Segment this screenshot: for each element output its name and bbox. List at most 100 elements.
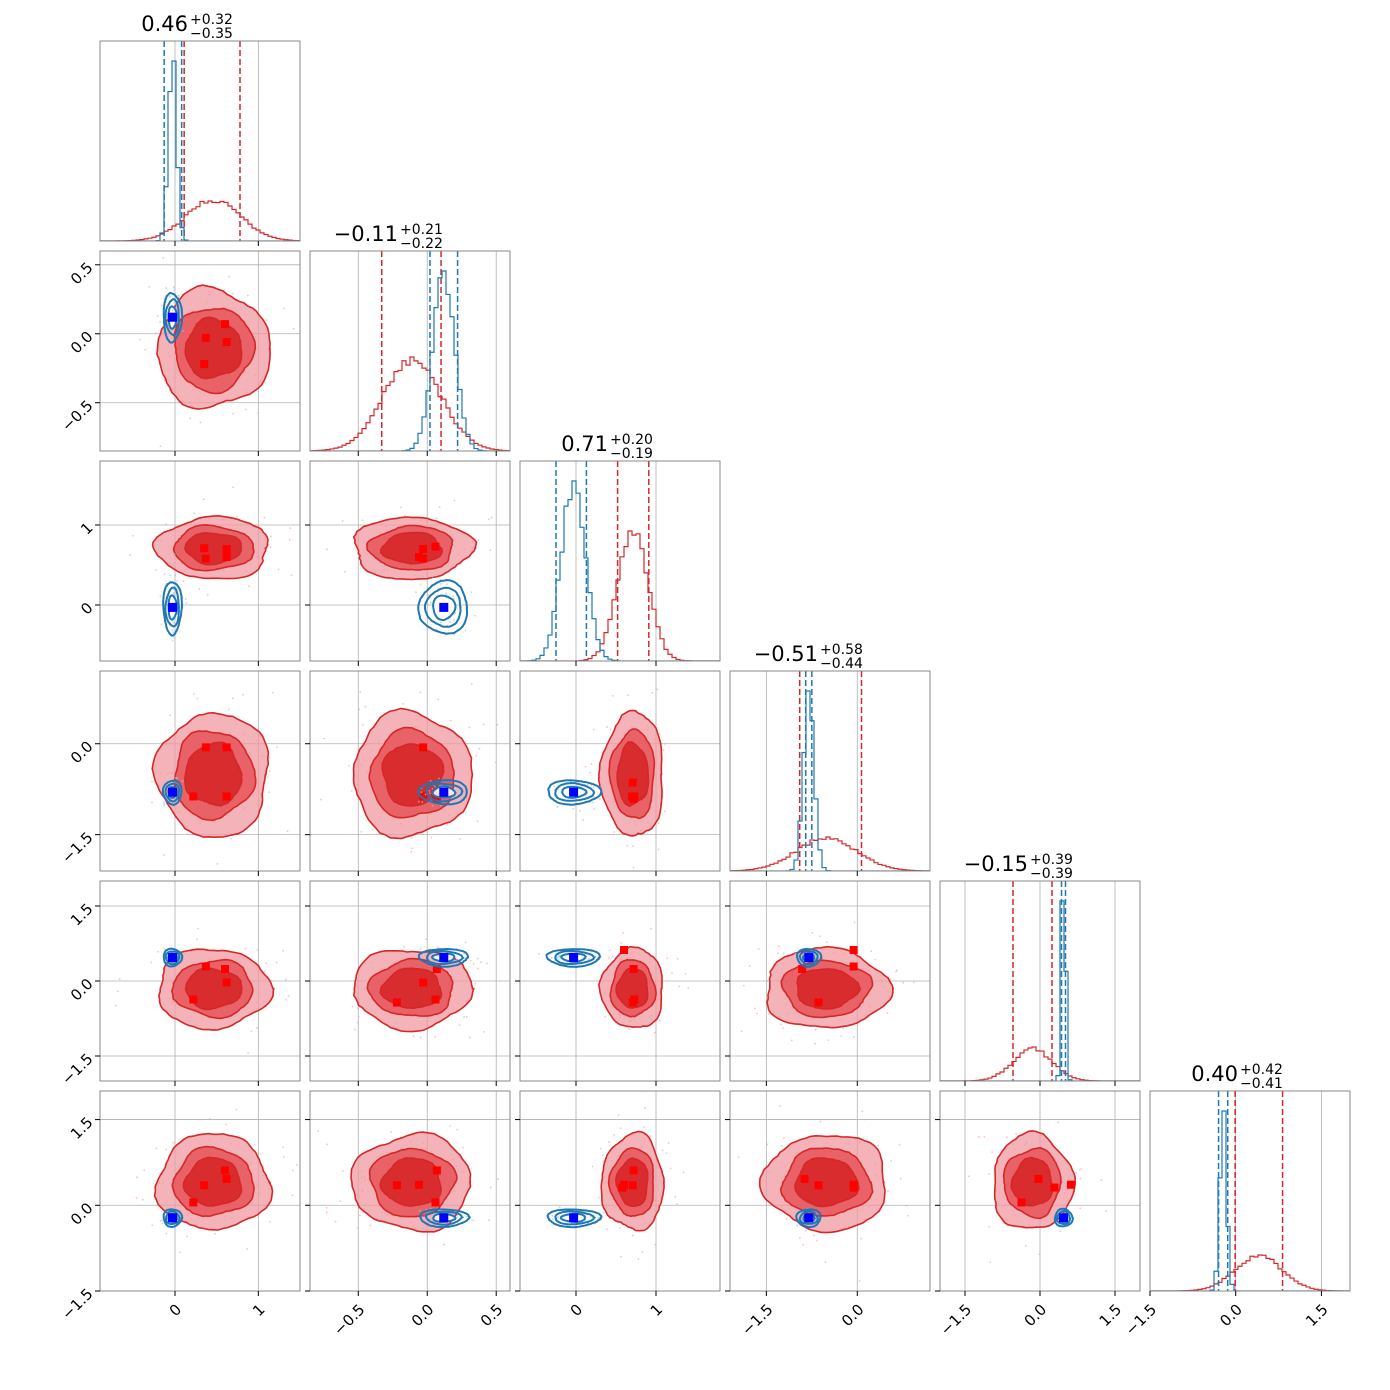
red-sample-point: [169, 714, 171, 717]
red-sample-point: [895, 970, 897, 973]
title-median-3: −0.51: [754, 642, 818, 666]
red-sample-point: [988, 1225, 991, 1228]
red-sample-point: [193, 512, 196, 515]
red-marker: [800, 1175, 809, 1183]
red-sample-point: [482, 723, 485, 726]
red-sample-point: [777, 945, 780, 948]
blue-sample-point: [445, 592, 447, 595]
blue-truth-marker: [168, 602, 177, 612]
x-tick-label: −0.5: [330, 1301, 368, 1339]
red-sample-point: [657, 848, 660, 851]
blue-sample-point: [600, 785, 602, 788]
blue-sample-point: [597, 1217, 600, 1219]
red-sample-point: [475, 754, 478, 757]
red-sample-point: [825, 941, 828, 944]
blue-sample-point: [551, 1218, 554, 1220]
blue-sample-point: [558, 1206, 561, 1209]
red-sample-point: [874, 958, 876, 961]
red-sample-point: [175, 580, 178, 582]
blue-sample-point: [439, 583, 442, 585]
blue-sample-point: [163, 297, 166, 300]
red-sample-point: [223, 288, 226, 291]
red-sample-point: [1015, 1133, 1018, 1135]
red-sample-point: [624, 896, 626, 898]
panel-5-5: 0.40 +0.42−0.41 −1.5 0.0 1.5: [1122, 1062, 1351, 1339]
blue-truth-marker: [168, 312, 177, 322]
red-sample-point: [343, 570, 346, 573]
x-tick-label: 1.5: [1096, 1301, 1126, 1331]
panel-3-0: −1.5 0.0: [58, 670, 309, 876]
red-marker: [814, 998, 823, 1007]
red-histogram-1: [310, 356, 510, 451]
blue-contour-3: [417, 579, 469, 635]
red-sample-point: [779, 1105, 781, 1107]
red-sample-point: [465, 1015, 468, 1018]
blue-contour-3: [795, 1208, 822, 1229]
red-sample-point: [477, 967, 479, 970]
blue-sample-point: [171, 629, 174, 631]
red-sample-point: [777, 952, 779, 955]
red-sample-point: [117, 990, 119, 993]
blue-histogram-0: [100, 60, 300, 241]
red-sample-point: [682, 1171, 685, 1174]
red-sample-point: [141, 1198, 144, 1201]
red-sample-point: [790, 1039, 793, 1042]
red-sample-point: [470, 682, 473, 685]
red-sample-point: [291, 1194, 294, 1197]
red-sample-point: [456, 1128, 459, 1131]
blue-contour-2: [1055, 1209, 1071, 1225]
red-sample-point: [358, 708, 361, 711]
red-sample-point: [269, 546, 272, 549]
red-sample-point: [216, 863, 219, 865]
red-marker: [849, 946, 858, 954]
blue-contour-3: [1053, 1207, 1074, 1228]
x-tick-label: −1.5: [1122, 1301, 1160, 1339]
title-plus-0: +0.32: [190, 12, 233, 28]
blue-sample-point: [424, 793, 427, 796]
red-sample-point: [268, 248, 270, 250]
panel-5-4: −1.5 0.0 1.5: [935, 1090, 1141, 1339]
red-sample-point: [482, 1030, 485, 1033]
blue-sample-point: [592, 786, 595, 789]
red-sample-point: [671, 971, 673, 974]
red-sample-point: [307, 784, 309, 786]
red-sample-point: [1079, 1207, 1082, 1210]
red-sample-point: [654, 1243, 657, 1246]
red-sample-point: [687, 987, 690, 989]
blue-sample-point: [823, 1217, 826, 1220]
x-tick-label: 0: [166, 1301, 185, 1320]
red-sample-point: [206, 593, 209, 596]
red-sample-point: [285, 998, 287, 1001]
blue-truth-marker: [1059, 1213, 1068, 1223]
title-plus-5: +0.42: [1240, 1062, 1283, 1078]
blue-sample-point: [172, 591, 175, 594]
red-sample-point: [144, 348, 147, 351]
red-sample-point: [1075, 1171, 1078, 1174]
blue-truth-marker: [569, 953, 579, 962]
red-sample-point: [601, 1154, 604, 1157]
red-sample-point: [618, 1227, 621, 1230]
red-sample-point: [488, 518, 490, 521]
blue-sample-point: [429, 779, 432, 782]
blue-sample-point: [185, 602, 188, 604]
blue-sample-point: [163, 804, 166, 807]
red-sample-point: [663, 743, 666, 745]
red-sample-point: [461, 1146, 464, 1149]
red-sample-point: [902, 981, 905, 984]
red-marker: [222, 545, 231, 553]
red-sample-point: [627, 694, 629, 697]
red-sample-point: [427, 1118, 430, 1121]
blue-sample-point: [464, 629, 467, 632]
red-sample-point: [369, 1224, 372, 1227]
red-marker: [189, 995, 198, 1004]
red-sample-point: [129, 554, 132, 556]
red-sample-point: [235, 515, 238, 518]
red-sample-point: [814, 1042, 816, 1045]
red-sample-point: [650, 927, 653, 930]
red-sample-point: [463, 953, 466, 955]
red-marker: [628, 778, 637, 787]
red-sample-point: [277, 568, 280, 571]
panel-5-3: −1.5 0.0: [725, 1090, 931, 1339]
x-tick-label: −1.5: [937, 1301, 975, 1339]
